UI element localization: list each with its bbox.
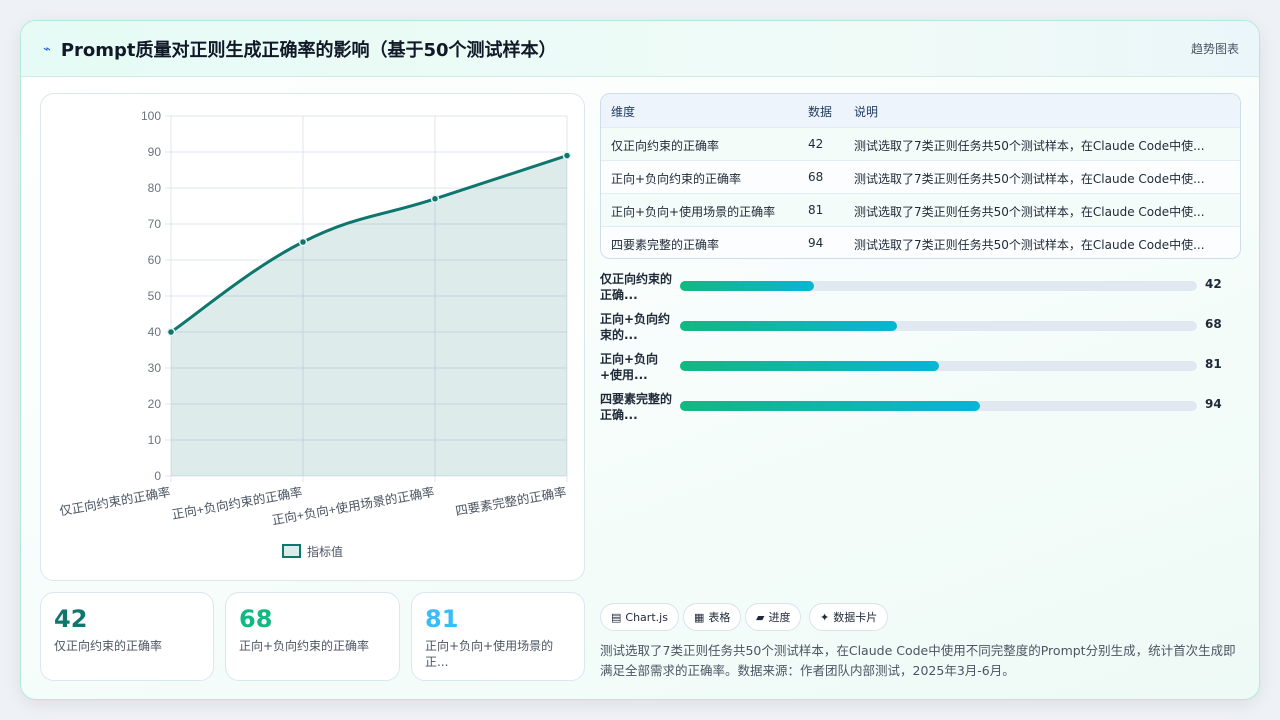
- series-line: [170, 154, 568, 334]
- progress-value: 94: [1205, 397, 1222, 411]
- table-row: 正向+负向约束的正确率 68 测试选取了7类正则任务共50个测试样本，在Clau…: [601, 160, 1240, 193]
- stat-value: 81: [425, 605, 459, 633]
- progress-track: [680, 281, 1197, 291]
- data-source-note: 测试选取了7类正则任务共50个测试样本，在Claude Code中使用不同完整度…: [600, 643, 1236, 678]
- stat-label: 正向+负向+使用场景的正...: [425, 639, 554, 669]
- y-tick-label: 40: [148, 325, 162, 339]
- x-tick-label: 仅正向约束的正确率: [58, 484, 171, 518]
- table-icon: ▦: [694, 610, 705, 624]
- table-cell: 测试选取了7类正则任务共50个测试样本，在Claude Code中使...: [854, 172, 1205, 186]
- progress-value: 81: [1205, 357, 1222, 371]
- data-point: [430, 194, 440, 204]
- stat-label: 正向+负向约束的正确率: [239, 639, 370, 653]
- page-title-text: Prompt质量对正则生成正确率的影响（基于50个测试样本）: [60, 40, 557, 61]
- stat-value: 42: [54, 605, 88, 633]
- card-icon: ✦: [820, 610, 830, 624]
- stat-label: 仅正向约束的正确率: [54, 639, 163, 653]
- table-cell: 测试选取了7类正则任务共50个测试样本，在Claude Code中使...: [854, 205, 1205, 219]
- y-tick-label: 80: [148, 181, 162, 195]
- table-cell: 正向+负向+使用场景的正确率: [611, 205, 776, 219]
- chip-data-card[interactable]: ✦ 数据卡片: [809, 603, 889, 631]
- progress-row: 四要素完整的正确... 94: [600, 391, 1241, 425]
- progress-fill: [680, 321, 898, 331]
- y-tick-label: 90: [148, 145, 162, 159]
- y-tick-label: 70: [148, 217, 162, 231]
- table-cell: 仅正向约束的正确率: [611, 139, 720, 153]
- table-row: 仅正向约束的正确率 42 测试选取了7类正则任务共50个测试样本，在Claude…: [601, 127, 1240, 160]
- y-tick-label: 0: [154, 469, 161, 483]
- table-header-cell: 数据: [808, 105, 833, 119]
- stat-card: 81 正向+负向+使用场景的正...: [411, 592, 585, 681]
- chip-table[interactable]: ▦ 表格: [683, 603, 742, 631]
- table-cell: 四要素完整的正确率: [611, 238, 720, 252]
- table-row: 正向+负向+使用场景的正确率 81 测试选取了7类正则任务共50个测试样本，在C…: [601, 193, 1240, 226]
- page-title: ⌁ Prompt质量对正则生成正确率的影响（基于50个测试样本）: [43, 37, 557, 61]
- stat-value: 68: [239, 605, 273, 633]
- data-point: [298, 237, 308, 247]
- progress-label: 四要素完整的正确...: [600, 392, 673, 422]
- y-tick-label: 30: [148, 361, 162, 375]
- series-area: [171, 155, 567, 476]
- chip-label: Chart.js: [625, 610, 668, 624]
- table-cell: 测试选取了7类正则任务共50个测试样本，在Claude Code中使...: [854, 238, 1205, 252]
- legend-swatch: [282, 544, 301, 558]
- progress-label: 正向+负向约束的...: [600, 312, 671, 342]
- chip-label: 数据卡片: [833, 611, 878, 624]
- table-cell: 94: [808, 236, 824, 250]
- progress-row: 仅正向约束的正确... 42: [600, 271, 1241, 305]
- table-cell: 42: [808, 137, 824, 151]
- progress-value: 68: [1205, 317, 1222, 331]
- progress-track: [680, 321, 1197, 331]
- table-header-cell: 维度: [611, 105, 636, 119]
- header: ⌁ Prompt质量对正则生成正确率的影响（基于50个测试样本） 趋势图表: [21, 21, 1259, 77]
- y-tick-label: 100: [141, 109, 161, 123]
- stat-card: 42 仅正向约束的正确率: [40, 592, 214, 681]
- y-tick-label: 50: [148, 289, 162, 303]
- progress-track: [680, 361, 1197, 371]
- progress-fill: [680, 281, 815, 291]
- data-table: 维度 数据 说明 仅正向约束的正确率 42 测试选取了7类正则任务共50个测试样…: [600, 93, 1241, 259]
- table-header-row: 维度 数据 说明: [601, 94, 1240, 127]
- legend-label: 指标值: [307, 544, 343, 559]
- table-row: 四要素完整的正确率 94 测试选取了7类正则任务共50个测试样本，在Claude…: [601, 226, 1240, 258]
- table-cell: 81: [808, 203, 824, 217]
- data-point: [166, 327, 176, 337]
- progress-track: [680, 401, 1197, 411]
- progress-icon: ▰: [756, 610, 765, 624]
- progress-row: 正向+负向+使用... 81: [600, 351, 1241, 385]
- chart-card: 0 10 20 30 40 50 60 70 80 90 100 仅正向约束的正确率 正向+负向约束的正…: [40, 93, 585, 581]
- progress-label: 仅正向约束的正确...: [600, 272, 673, 302]
- chip-chartjs[interactable]: ▤ Chart.js: [600, 603, 679, 631]
- table-cell: 测试选取了7类正则任务共50个测试样本，在Claude Code中使...: [854, 139, 1205, 153]
- progress-fill: [680, 401, 980, 411]
- chip-progress[interactable]: ▰ 进度: [745, 603, 802, 631]
- y-tick-label: 20: [148, 397, 162, 411]
- progress-fill: [680, 361, 939, 371]
- chip-label: 进度: [768, 611, 791, 624]
- data-point: [562, 151, 572, 160]
- chart-type-label: 趋势图表: [1190, 42, 1239, 56]
- table-cell: 68: [808, 170, 824, 184]
- y-tick-label: 10: [148, 433, 162, 447]
- x-tick-label: 四要素完整的正确率: [454, 484, 567, 518]
- chart-icon: ▤: [611, 610, 622, 624]
- dashboard-window: ⌁ Prompt质量对正则生成正确率的影响（基于50个测试样本） 趋势图表 0 1…: [20, 20, 1260, 700]
- progress-row: 正向+负向约束的... 68: [600, 311, 1241, 345]
- sparkle-icon: ⌁: [43, 41, 51, 57]
- table-header-cell: 说明: [854, 105, 879, 119]
- y-tick-label: 60: [148, 253, 162, 267]
- table-cell: 正向+负向约束的正确率: [611, 172, 742, 186]
- progress-value: 42: [1205, 277, 1222, 291]
- chip-label: 表格: [708, 611, 731, 624]
- stat-card: 68 正向+负向约束的正确率: [225, 592, 400, 681]
- progress-label: 正向+负向+使用...: [600, 352, 659, 382]
